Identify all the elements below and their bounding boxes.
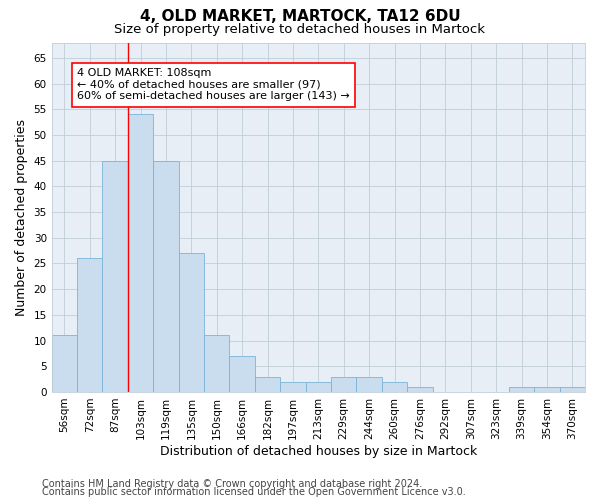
Bar [255, 376, 280, 392]
Bar [204, 336, 229, 392]
Bar [356, 376, 382, 392]
Bar [77, 258, 103, 392]
Y-axis label: Number of detached properties: Number of detached properties [15, 118, 28, 316]
Text: 4, OLD MARKET, MARTOCK, TA12 6DU: 4, OLD MARKET, MARTOCK, TA12 6DU [140, 9, 460, 24]
X-axis label: Distribution of detached houses by size in Martock: Distribution of detached houses by size … [160, 444, 477, 458]
Bar [407, 387, 433, 392]
Bar [534, 387, 560, 392]
Text: Size of property relative to detached houses in Martock: Size of property relative to detached ho… [115, 22, 485, 36]
Bar [103, 160, 128, 392]
Bar [153, 160, 179, 392]
Bar [560, 387, 585, 392]
Bar [229, 356, 255, 392]
Bar [509, 387, 534, 392]
Text: 4 OLD MARKET: 108sqm
← 40% of detached houses are smaller (97)
60% of semi-detac: 4 OLD MARKET: 108sqm ← 40% of detached h… [77, 68, 350, 102]
Bar [305, 382, 331, 392]
Bar [382, 382, 407, 392]
Text: Contains HM Land Registry data © Crown copyright and database right 2024.: Contains HM Land Registry data © Crown c… [42, 479, 422, 489]
Bar [128, 114, 153, 392]
Bar [280, 382, 305, 392]
Bar [52, 336, 77, 392]
Text: Contains public sector information licensed under the Open Government Licence v3: Contains public sector information licen… [42, 487, 466, 497]
Bar [331, 376, 356, 392]
Bar [179, 253, 204, 392]
